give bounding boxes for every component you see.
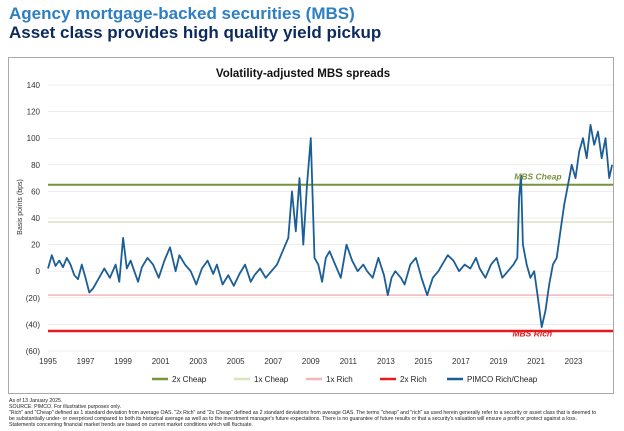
legend: 2x Cheap 1x Cheap 1x Rich 2x Rich PIMCO Rich… <box>152 375 538 384</box>
footnote-definition-1: "Rich" and "Cheap" defined as 1 standard… <box>9 410 597 416</box>
y-tick-label: 40 <box>31 214 40 223</box>
legend-item: 1x Cheap <box>234 375 289 384</box>
y-tick-label: 20 <box>31 241 40 250</box>
legend-label: 1x Cheap <box>254 375 289 384</box>
y-axis-label: Basis points (bps) <box>17 179 24 235</box>
x-tick-label: 2003 <box>189 357 207 366</box>
y-tick-label: 80 <box>31 161 40 170</box>
legend-label: 2x Rich <box>400 375 427 384</box>
y-tick-label: (40) <box>26 320 41 329</box>
y-tick-label: 0 <box>36 267 41 276</box>
x-tick-label: 2005 <box>227 357 245 366</box>
chart-title: Volatility-adjusted MBS spreads <box>216 68 390 80</box>
legend-label: 2x Cheap <box>172 375 207 384</box>
grid-lines <box>48 84 613 352</box>
footnote-definition-3: Statements concerning financial market t… <box>9 422 253 428</box>
annotation-mbs-cheap: MBS Cheap <box>514 171 561 181</box>
y-tick-label: (60) <box>26 347 41 356</box>
footnote-date: As of 13 January 2025. <box>9 398 63 404</box>
footnote-source: SOURCE: PIMCO. For illustrative purposes… <box>9 404 122 410</box>
y-tick-label: (20) <box>26 294 41 303</box>
x-tick-label: 2019 <box>490 357 508 366</box>
legend-label: PIMCO Rich/Cheap <box>467 375 538 384</box>
x-tick-label: 1997 <box>77 357 95 366</box>
y-tick-label: 140 <box>27 81 41 90</box>
x-tick-label: 2013 <box>377 357 395 366</box>
x-tick-label: 2007 <box>264 357 282 366</box>
x-axis: 1995 1997 1999 2001 2003 2005 2007 2009 2011 2013… <box>39 357 583 366</box>
legend-label: 1x Rich <box>326 375 353 384</box>
y-tick-label: 120 <box>27 108 41 117</box>
annotation-mbs-rich: MBS Rich <box>512 328 552 338</box>
x-tick-label: 2001 <box>152 357 170 366</box>
header-title: Agency mortgage-backed securities (MBS) <box>9 4 355 23</box>
x-tick-label: 2015 <box>415 357 433 366</box>
x-tick-label: 1995 <box>39 357 57 366</box>
x-tick-label: 2011 <box>340 357 358 366</box>
x-tick-label: 2021 <box>527 357 545 366</box>
legend-item: 2x Rich <box>380 375 427 384</box>
legend-item: PIMCO Rich/Cheap <box>447 375 538 384</box>
x-tick-label: 2023 <box>565 357 583 366</box>
y-tick-label: 60 <box>31 187 40 196</box>
legend-item: 1x Rich <box>306 375 353 384</box>
x-tick-label: 2009 <box>302 357 320 366</box>
header-subtitle: Asset class provides high quality yield … <box>9 23 382 42</box>
y-tick-label: 100 <box>27 134 41 143</box>
footnotes: As of 13 January 2025. SOURCE: PIMCO. Fo… <box>9 398 615 428</box>
reference-lines <box>48 183 613 333</box>
chart-card <box>8 57 614 394</box>
annotations: MBS Cheap MBS Rich <box>512 171 561 338</box>
x-tick-label: 1999 <box>114 357 132 366</box>
series-line-pimco-rich-cheap <box>47 124 613 328</box>
footnote-definition-2: be substantially under- or overpriced co… <box>9 416 577 422</box>
x-tick-label: 2017 <box>452 357 470 366</box>
y-axis: (60) (40) (20) 0 20 40 60 80 100 120 140 <box>26 81 41 356</box>
legend-item: 2x Cheap <box>152 375 207 384</box>
